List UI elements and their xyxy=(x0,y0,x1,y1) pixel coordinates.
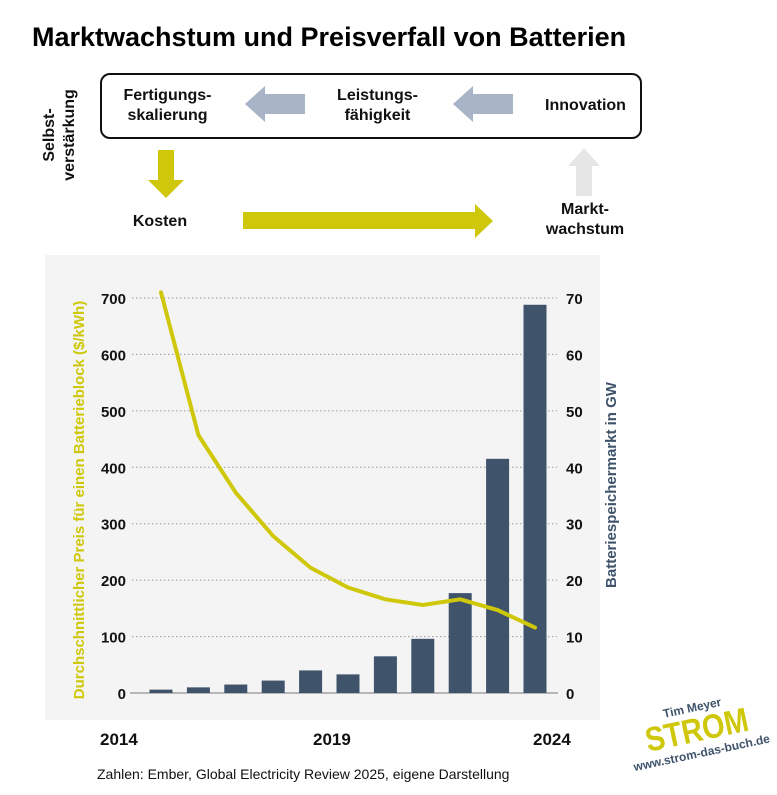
y-tick-right: 50 xyxy=(566,404,583,421)
x-tick-label: 2019 xyxy=(313,730,351,749)
y-tick-left: 600 xyxy=(101,347,126,364)
y-axis-label-left: Durchschnittlicher Preis für einen Batte… xyxy=(71,301,88,699)
source-note: Zahlen: Ember, Global Electricity Review… xyxy=(97,766,510,782)
label-fertigungsskalierung: Fertigungs- skalierung xyxy=(123,87,212,124)
bar-2016 xyxy=(224,684,248,693)
chart: 0 100 200 300 400 500 600 700 0 10 20 30 40 50 60 70 Dur… xyxy=(71,290,620,703)
bar-2023 xyxy=(486,458,510,693)
y-tick-left: 300 xyxy=(101,517,126,534)
label-kosten: Kosten xyxy=(132,213,188,230)
label-marktwachstum: Markt- wachstum xyxy=(545,201,625,238)
bar-2022 xyxy=(448,593,472,693)
bar-2024 xyxy=(523,304,547,693)
y-tick-left: 500 xyxy=(101,404,126,421)
label-innovation: Innovation xyxy=(545,97,626,114)
bar-2017 xyxy=(261,680,285,693)
bar-2019 xyxy=(336,674,360,693)
y-tick-left: 200 xyxy=(101,573,126,590)
price-line xyxy=(159,290,537,630)
arrow-left-icon xyxy=(245,86,305,122)
x-tick-label: 2024 xyxy=(533,730,571,749)
bar-2021 xyxy=(411,638,435,693)
y-tick-right: 20 xyxy=(566,573,583,590)
bar-2018 xyxy=(299,670,323,693)
x-tick-label: 2014 xyxy=(100,730,138,749)
y-axis-label-right: Batteriespeichermarkt in GW xyxy=(603,381,620,588)
y-tick-right: 60 xyxy=(566,347,583,364)
bar-2014 xyxy=(149,689,173,693)
y-tick-right: 70 xyxy=(566,291,583,308)
arrow-right-icon xyxy=(243,204,493,238)
y-tick-right: 0 xyxy=(566,686,574,703)
y-tick-left: 0 xyxy=(118,686,126,703)
y-tick-right: 10 xyxy=(566,630,583,647)
page-title: Marktwachstum und Preisverfall von Batte… xyxy=(32,22,627,52)
y-tick-right: 40 xyxy=(566,460,583,477)
y-tick-left: 100 xyxy=(101,630,126,647)
y-tick-left: 400 xyxy=(101,460,126,477)
feedback-loop-box xyxy=(100,73,642,139)
arrow-up-icon xyxy=(568,148,600,196)
y-tick-right: 30 xyxy=(566,517,583,534)
diagram-arrows xyxy=(148,86,600,238)
bar-2015 xyxy=(186,687,210,693)
bar-2020 xyxy=(373,656,397,693)
arrow-down-icon xyxy=(148,150,184,198)
arrow-left-icon xyxy=(453,86,513,122)
y-tick-left: 700 xyxy=(101,291,126,308)
label-leistungsfaehigkeit: Leistungs- fähigkeit xyxy=(337,87,418,124)
